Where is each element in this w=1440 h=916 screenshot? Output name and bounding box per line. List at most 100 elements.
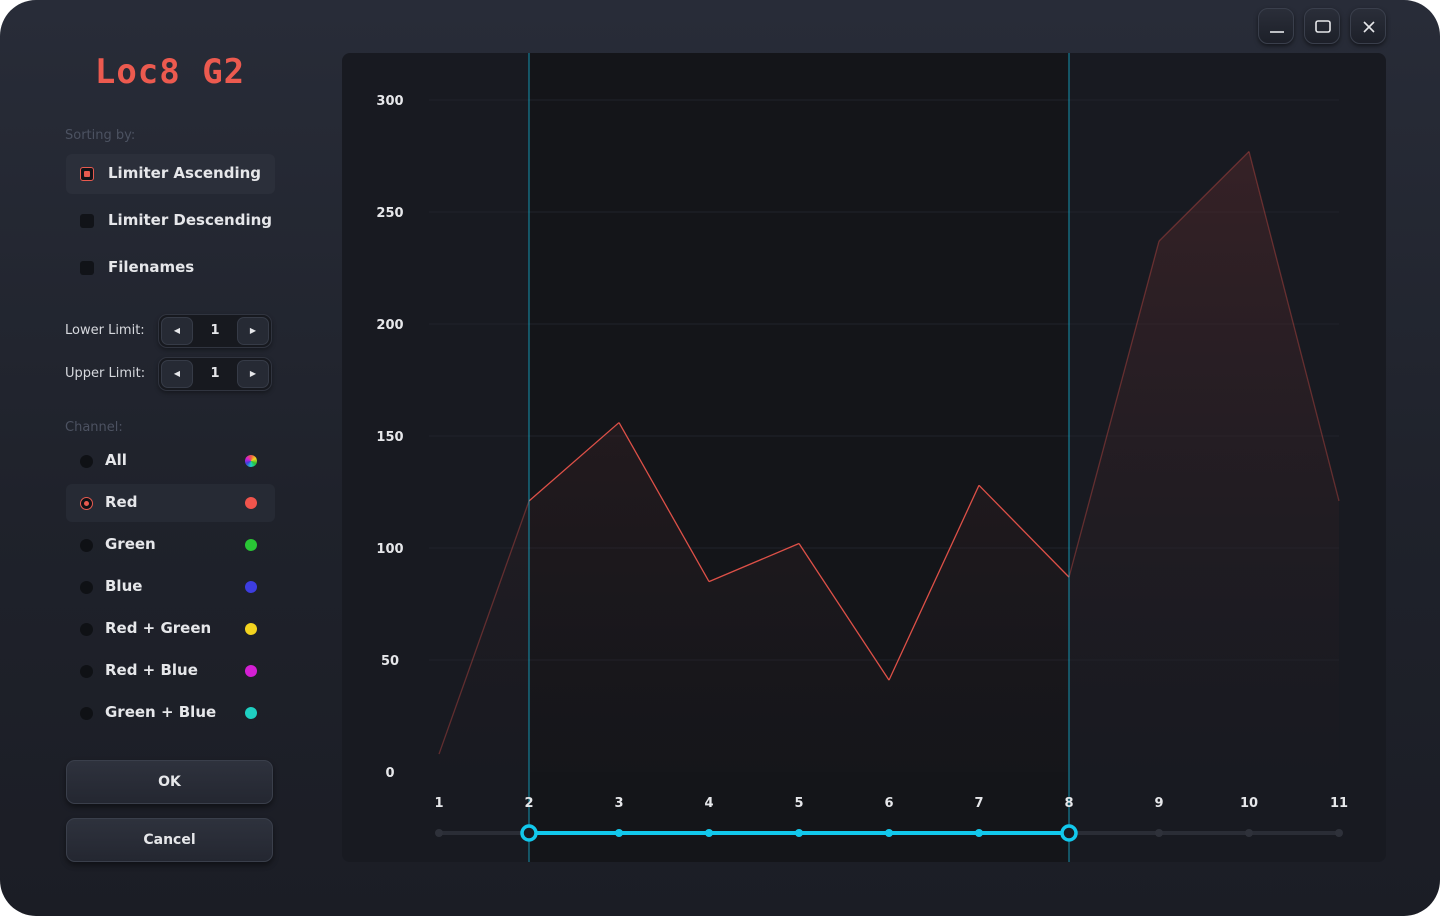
color-dot-icon (245, 623, 257, 635)
series-line-segment (798, 543, 890, 681)
close-icon (1363, 21, 1375, 33)
data-point (439, 754, 440, 755)
channel-option-label: Blue (105, 577, 143, 595)
y-tick-label: 200 (376, 318, 403, 333)
data-point (1159, 241, 1160, 242)
radio-icon (80, 497, 93, 510)
area-chart: 0 50 100 150 200 250 300 1 2 3 4 5 6 7 8 9 10 11 (376, 53, 1348, 862)
caret-left-icon: ◀ (173, 326, 181, 335)
range-slider-tick (975, 829, 983, 837)
sort-option-label: Filenames (108, 258, 195, 276)
color-dot-icon (245, 707, 257, 719)
sort-option-limiter-descending[interactable]: Limiter Descending (66, 201, 275, 241)
color-dot-icon (245, 539, 257, 551)
decrement-button[interactable]: ◀ (161, 317, 193, 345)
channel-option-label: Red + Blue (105, 661, 198, 679)
range-slider-tick (435, 829, 443, 837)
radio-icon (80, 455, 93, 468)
x-tick-label: 8 (1064, 796, 1073, 811)
series-line-segment (708, 542, 800, 583)
sort-option-label: Limiter Ascending (108, 164, 262, 182)
app-logo: Loc8 G2 (94, 52, 246, 92)
color-dot-icon (245, 665, 257, 677)
range-slider-tick (885, 829, 893, 837)
x-tick-label: 5 (794, 796, 803, 811)
y-tick-label: 100 (376, 542, 403, 557)
radio-icon (80, 623, 93, 636)
range-slider-handle[interactable] (1060, 824, 1078, 842)
data-point (979, 485, 980, 486)
caret-left-icon: ◀ (173, 369, 181, 378)
x-tick-label: 3 (614, 796, 623, 811)
upper-limit-value[interactable]: 1 (210, 366, 220, 381)
channel-option-label: Green (105, 535, 156, 553)
range-slider-tick (1335, 829, 1343, 837)
channel-option-label: Red (105, 493, 138, 511)
minimize-icon (1270, 31, 1284, 33)
channel-option-all[interactable]: All (66, 442, 275, 480)
channel-option-red[interactable]: Red (66, 484, 275, 522)
sort-option-limiter-ascending[interactable]: Limiter Ascending (66, 154, 275, 194)
channel-option-green[interactable]: Green (66, 526, 275, 564)
channel-option-label: Red + Green (105, 619, 212, 637)
y-tick-label: 300 (376, 94, 403, 109)
data-point (889, 680, 890, 681)
series-line-segment (528, 422, 620, 502)
series-line-segment (1248, 151, 1340, 502)
increment-button[interactable]: ▶ (237, 317, 269, 345)
y-tick-label: 250 (376, 206, 403, 221)
range-slider-tick (615, 829, 623, 837)
minimize-button[interactable] (1258, 8, 1294, 44)
ok-button[interactable]: OK (66, 760, 273, 804)
channel-option-red-blue[interactable]: Red + Blue (66, 652, 275, 690)
x-tick-label: 7 (974, 796, 983, 811)
radio-icon (80, 539, 93, 552)
checkbox-icon (80, 167, 94, 181)
cancel-button[interactable]: Cancel (66, 818, 273, 862)
channel-option-label: Green + Blue (105, 703, 217, 721)
checkbox-icon (80, 261, 94, 275)
series-line-segment (978, 484, 1070, 578)
lower-limit-value[interactable]: 1 (210, 323, 220, 338)
range-slider-handle[interactable] (520, 824, 538, 842)
radio-icon (80, 707, 93, 720)
series-line-segment (1068, 240, 1160, 578)
series-area (439, 151, 1339, 772)
data-point (619, 422, 620, 423)
sort-option-label: Limiter Descending (108, 211, 273, 229)
channel-option-label: All (105, 451, 127, 469)
range-slider-tick (1245, 829, 1253, 837)
upper-limit-label: Upper Limit: (65, 366, 146, 381)
y-tick-label: 150 (376, 430, 403, 445)
x-tick-label: 10 (1240, 796, 1258, 811)
sort-option-filenames[interactable]: Filenames (66, 248, 275, 288)
series-line-segment (1158, 151, 1250, 242)
channel-option-red-green[interactable]: Red + Green (66, 610, 275, 648)
caret-right-icon: ▶ (249, 326, 257, 335)
checkbox-icon (80, 214, 94, 228)
color-dot-icon (245, 497, 257, 509)
close-button[interactable] (1350, 8, 1386, 44)
maximize-button[interactable] (1304, 8, 1340, 44)
range-slider-tick (795, 829, 803, 837)
x-tick-label: 4 (704, 796, 713, 811)
x-tick-label: 6 (884, 796, 893, 811)
channel-option-green-blue[interactable]: Green + Blue (66, 694, 275, 732)
maximize-icon (1315, 20, 1331, 33)
data-point (1249, 151, 1250, 152)
range-slider-tick (705, 829, 713, 837)
channel-option-blue[interactable]: Blue (66, 568, 275, 606)
radio-icon (80, 665, 93, 678)
sorting-label: Sorting by: (65, 128, 136, 143)
data-point (1339, 500, 1340, 501)
caret-right-icon: ▶ (249, 369, 257, 378)
increment-button[interactable]: ▶ (237, 360, 269, 388)
x-tick-label: 11 (1330, 796, 1348, 811)
lower-limit-stepper: ◀ 1 ▶ (158, 314, 272, 348)
decrement-button[interactable]: ◀ (161, 360, 193, 388)
upper-limit-stepper: ◀ 1 ▶ (158, 357, 272, 391)
x-tick-label: 2 (524, 796, 533, 811)
color-dot-icon (245, 581, 257, 593)
multicolor-dot-icon (245, 455, 257, 467)
